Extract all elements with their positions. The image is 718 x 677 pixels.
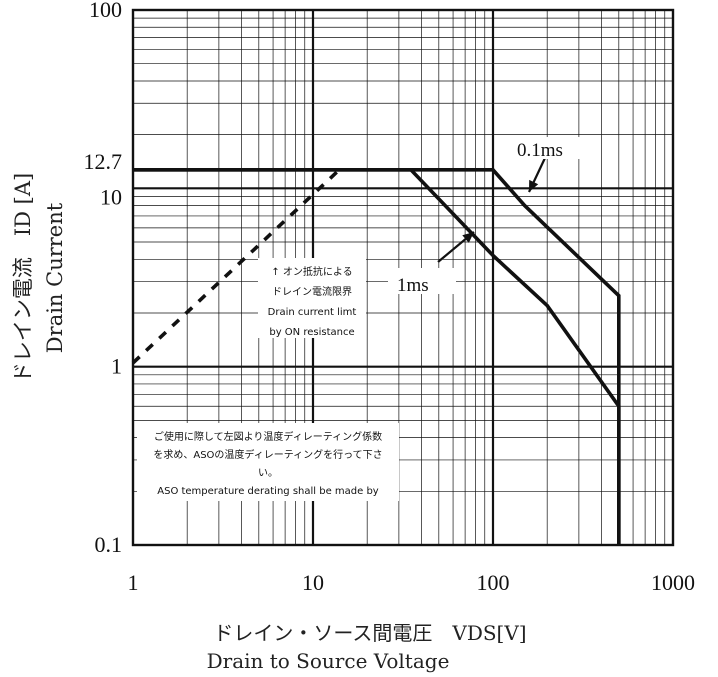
x-axis-title-en: Drain to Source Voltage — [207, 649, 450, 673]
arrow-1ms-head — [462, 232, 474, 243]
derating-note-line: を求め、ASOの温度ディレーティングを行って下さ — [153, 448, 382, 461]
y-tick-label: 100 — [89, 0, 122, 22]
y-axis-title-en: Drain Current — [43, 202, 67, 353]
y-tick-label: 1 — [111, 354, 122, 379]
series-layer — [131, 157, 621, 545]
x-tick-label: 1000 — [651, 570, 695, 595]
derating-note-box — [137, 423, 399, 501]
on-resistance-note-line: Drain current limt — [268, 307, 357, 318]
label-box-0.1ms — [507, 137, 597, 159]
derating-note-line: い。 — [258, 468, 278, 479]
label-box-1ms — [388, 268, 456, 294]
x-tick-label: 10 — [302, 570, 324, 595]
derating-note-line: ご使用に際して左図より温度ディレーティング係数 — [154, 430, 382, 443]
y-tick-label: 10 — [100, 184, 122, 209]
series-line-1ms — [133, 168, 621, 545]
series-line-3 — [131, 168, 341, 365]
y-axis-title-ja: ドレイン電流 ID [A] — [11, 173, 35, 383]
derating-note-line: ASO temperature derating shall be made b… — [157, 486, 379, 497]
series-label-0.1ms: 0.1ms — [517, 140, 563, 161]
on-resistance-note-line: ↑ オン抵抗による — [271, 265, 352, 278]
x-tick-label: 100 — [477, 570, 510, 595]
y-tick-label: 12.7 — [84, 149, 123, 174]
series-label-1ms: 1ms — [397, 275, 429, 296]
on-resistance-note-line: ドレイン電流限界 — [272, 285, 352, 298]
on-resistance-note-box — [258, 258, 366, 338]
x-axis-title-ja: ドレイン・ソース間電圧 VDS[V] — [213, 621, 526, 645]
arrow-0.1ms-head — [529, 179, 539, 192]
on-resistance-note-line: by ON resistance — [269, 327, 354, 338]
x-tick-label: 1 — [128, 570, 139, 595]
y-tick-label: 0.1 — [95, 532, 123, 557]
